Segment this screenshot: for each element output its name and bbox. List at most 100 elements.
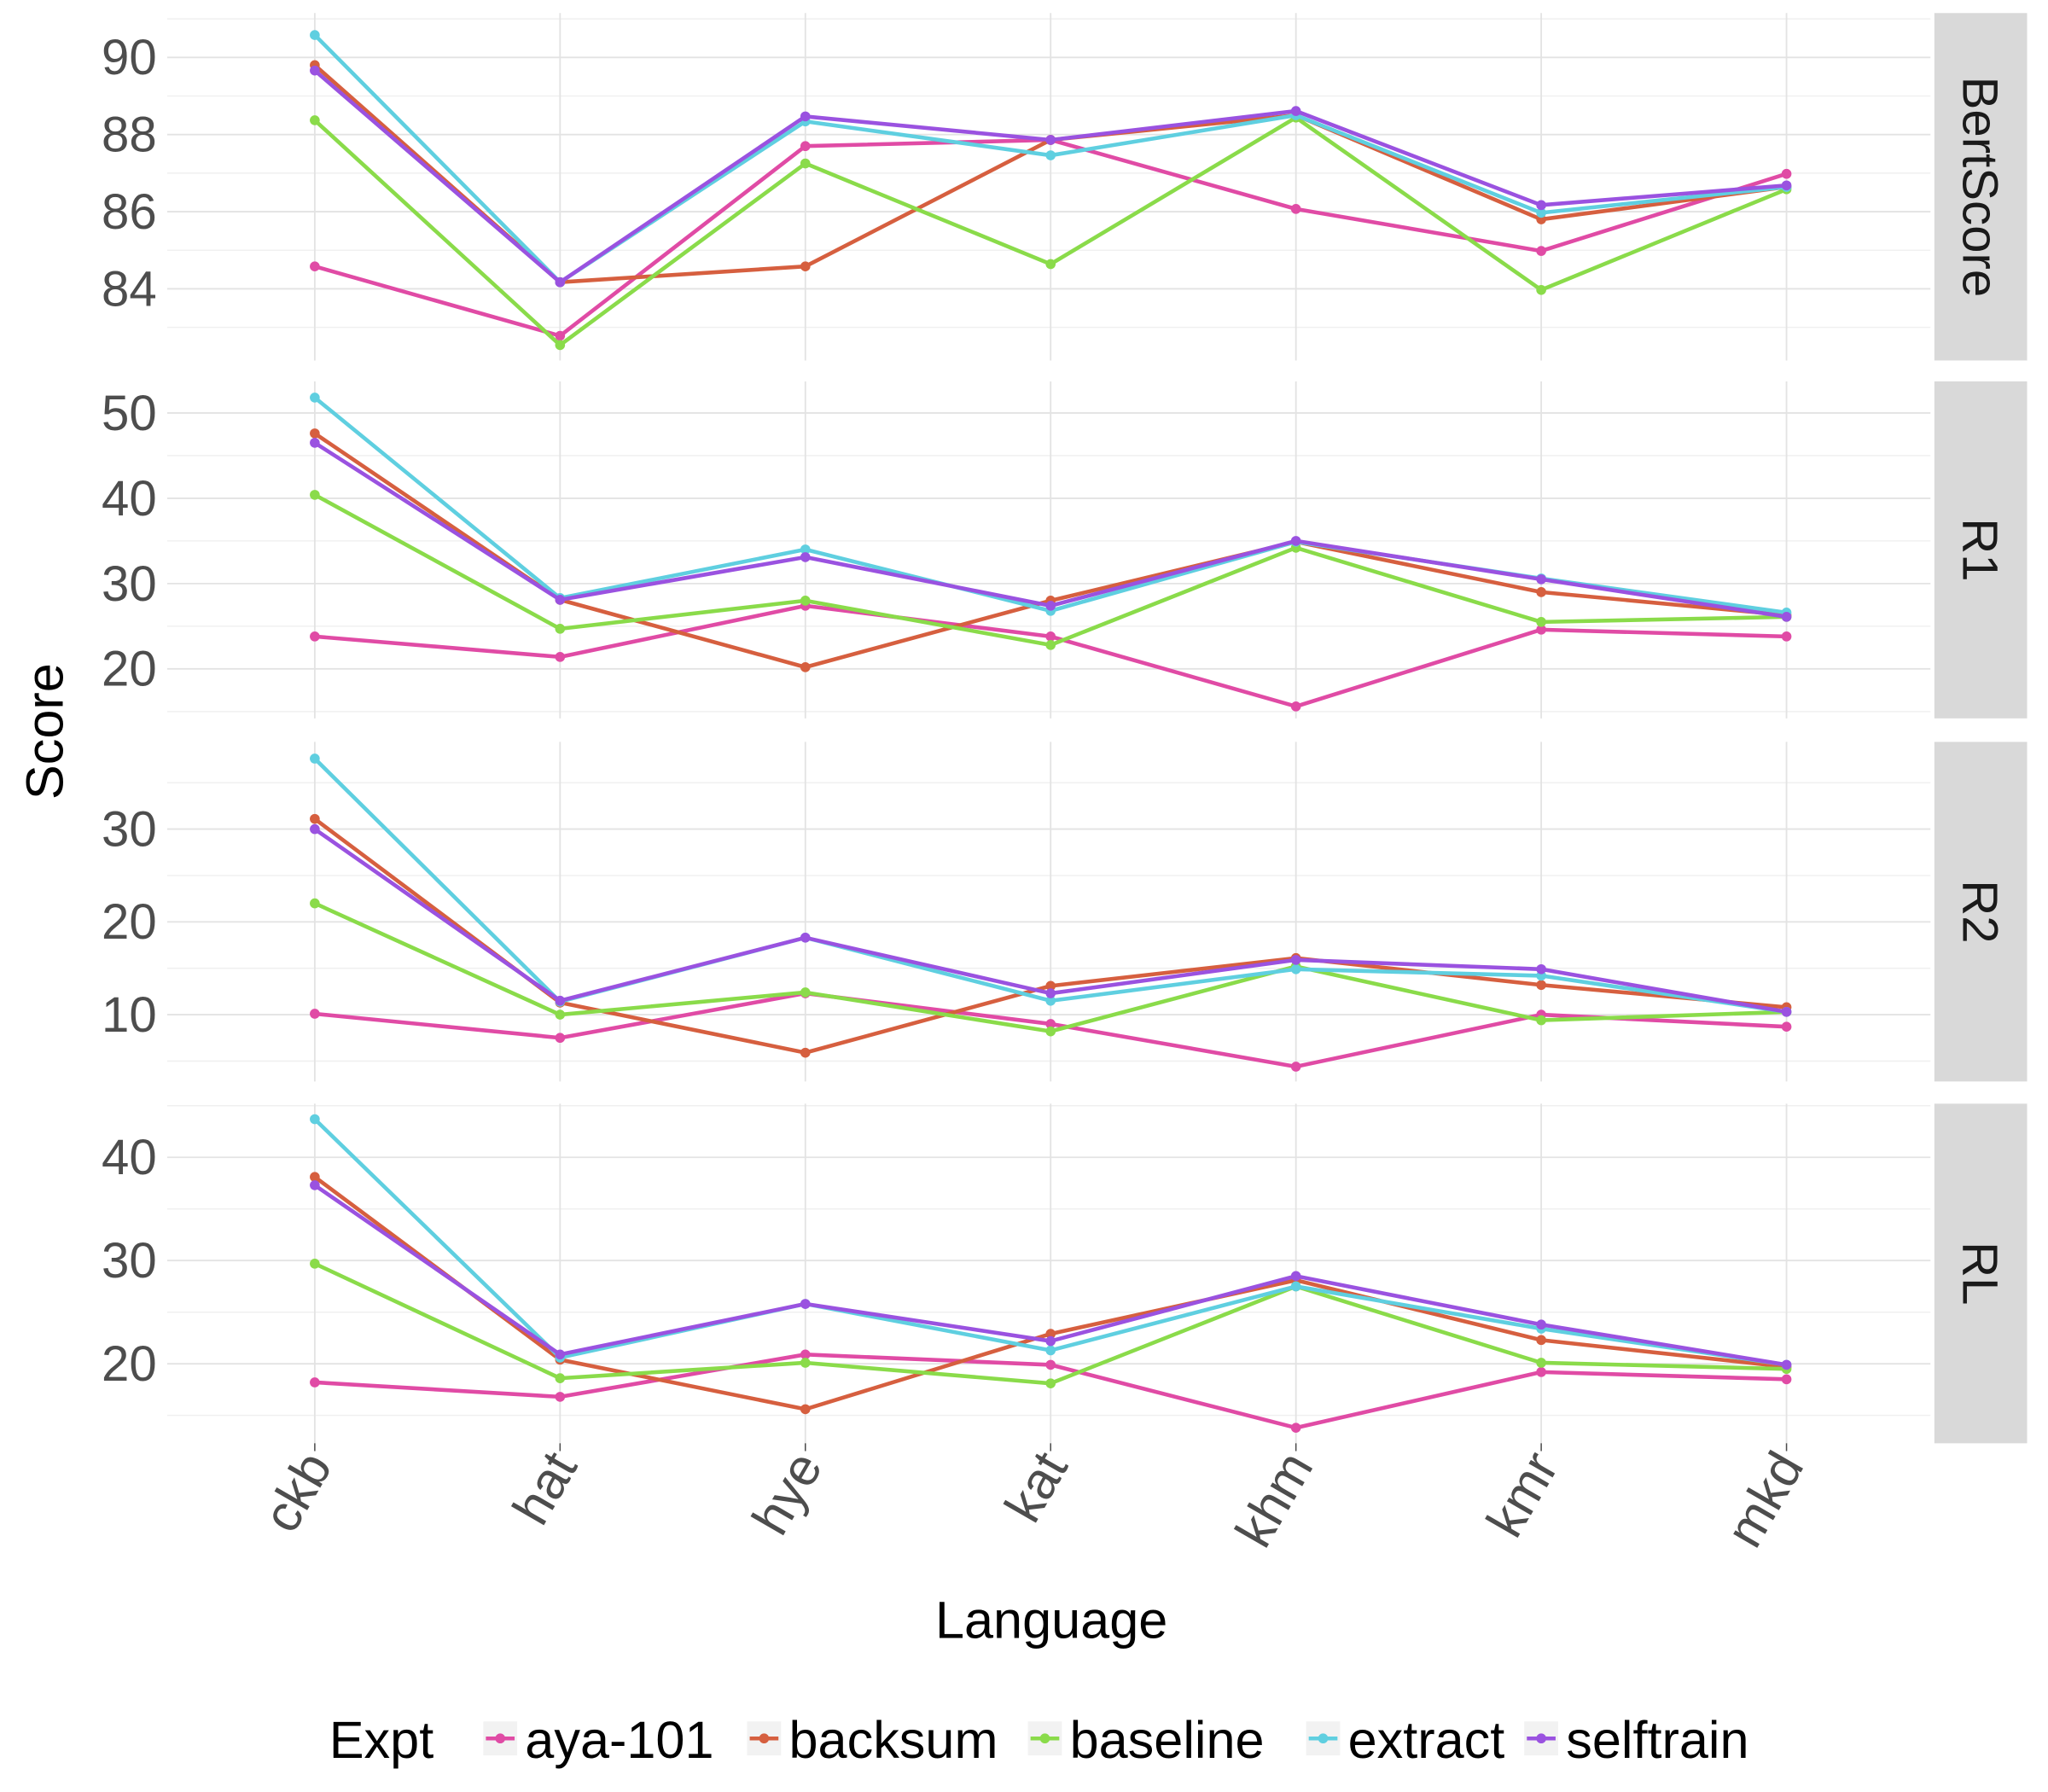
data-point-kat [1045,988,1056,998]
data-point-ckb [310,490,320,500]
data-point-hat [555,1033,566,1044]
x-tick-label: khm [1225,1442,1324,1556]
data-point-khm [1290,536,1301,546]
data-point-kmr [1536,284,1546,295]
legend-label: aya-101 [525,1711,713,1769]
facet-strip-label: R1 [1952,518,2008,581]
data-point-kat [1045,995,1056,1006]
legend-label: backsum [788,1711,998,1769]
data-point-ckb [310,1009,320,1019]
legend-item-extract: extract [1306,1711,1504,1769]
facet-strip [1934,742,2028,1082]
data-point-mkd [1781,168,1792,179]
x-tick-label: hye [741,1442,833,1544]
panel-background [166,1103,1931,1444]
data-point-ckb [310,823,320,835]
x-tick-label: kmr [1475,1442,1569,1546]
data-point-hye [800,1349,811,1360]
panel-r1: 20 30 40 50 R1 [102,381,2028,719]
data-point-kmr [1536,587,1546,597]
data-point-hat [555,1349,566,1360]
data-point-ckb [310,438,320,448]
data-point-ckb [310,1114,320,1125]
data-point-kmr [1536,963,1546,975]
data-point-hat [555,330,566,341]
series-selftrain [310,438,1792,622]
data-point-ckb [310,898,320,909]
data-point-khm [1290,701,1301,712]
data-point-kmr [1536,207,1546,218]
data-point-hat [555,276,566,288]
data-point-hye [800,544,811,555]
legend-item-baseline: baseline [1027,1711,1265,1769]
data-point-ckb [310,393,320,403]
data-point-hye [800,662,811,672]
data-point-khm [1290,1423,1301,1433]
legend: Expt aya-101 backsum baseline extract selftr… [329,1711,1749,1769]
data-point-ckb [310,30,320,40]
y-tick-label: 40 [102,1130,157,1185]
data-point-ckb [310,261,320,272]
data-point-kat [1045,1329,1056,1339]
data-point-hye [800,1404,811,1415]
y-tick-label: 84 [102,261,157,317]
y-tick-label: 20 [102,642,157,697]
data-point-ckb [310,428,320,439]
data-point-ckb [310,753,320,764]
data-point-ckb [310,1180,320,1190]
y-tick-label: 30 [102,556,157,612]
facet-strip [1934,381,2028,719]
y-tick-label: 90 [102,30,157,85]
data-point-kmr [1536,625,1546,635]
legend-key-point [1039,1733,1050,1744]
series-selftrain [310,65,1792,288]
y-tick-label: 50 [102,386,157,441]
panel-background [166,13,1931,361]
data-point-ckb [310,1377,320,1388]
data-point-hat [555,624,566,634]
data-point-hat [555,340,566,351]
data-point-hye [800,1299,811,1309]
data-point-khm [1290,1281,1301,1292]
data-point-hye [800,141,811,152]
data-point-hye [800,261,811,272]
y-tick-label: 40 [102,471,157,527]
facet-strip [1934,1103,2028,1444]
data-point-ckb [310,631,320,642]
data-point-kat [1045,1359,1056,1370]
data-point-khm [1290,963,1301,975]
x-axis-label: Language [935,1591,1167,1649]
data-point-mkd [1781,1021,1792,1033]
data-point-kat [1045,631,1056,642]
y-tick-label: 86 [102,184,157,240]
data-point-ckb [310,1259,320,1269]
panel-r2: 10 20 30 R2 [102,742,2028,1082]
data-point-kmr [1536,980,1546,991]
y-axis-label: Score [15,663,73,800]
data-point-kmr [1536,200,1546,211]
panel-rl: 20 30 40 RL [102,1103,2028,1444]
series-aya-101 [310,601,1792,712]
data-point-kat [1045,135,1056,145]
legend-key-point [759,1733,770,1744]
data-point-hat [555,1373,566,1383]
data-point-hat [555,1392,566,1402]
data-point-hat [555,995,566,1006]
data-point-kmr [1536,574,1546,585]
data-point-kmr [1536,1367,1546,1377]
data-point-kat [1045,980,1056,992]
legend-title: Expt [329,1711,434,1769]
data-point-kat [1045,640,1056,650]
data-point-kmr [1536,1015,1546,1026]
x-tick-label: ckb [252,1442,343,1542]
data-point-hat [555,595,566,605]
y-tick-label: 30 [102,801,157,857]
data-point-mkd [1781,180,1792,191]
data-point-hye [800,111,811,122]
data-point-khm [1290,955,1301,965]
data-point-khm [1290,204,1301,214]
data-point-kat [1045,601,1056,611]
data-point-ckb [310,813,320,824]
legend-item-selftrain: selftrain [1524,1711,1749,1769]
